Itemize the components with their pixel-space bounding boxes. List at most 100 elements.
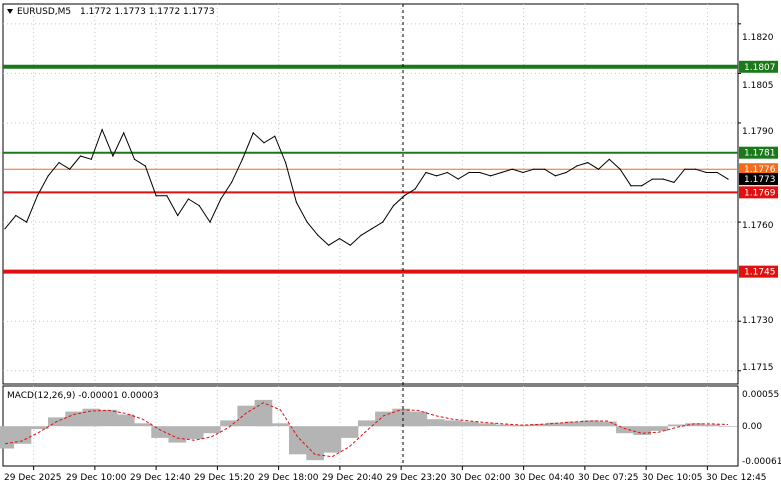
macd-histogram-bar: [237, 405, 256, 427]
macd-histogram-bar: [203, 426, 221, 434]
level-tag-mid-green: [739, 146, 778, 159]
price-point: [338, 238, 341, 240]
price-point: [425, 171, 427, 174]
price-point: [90, 158, 92, 160]
price-point: [705, 171, 708, 174]
price-point: [69, 168, 71, 170]
price-point: [479, 171, 481, 174]
macd-indicator: [0, 399, 738, 461]
macd-axis-label: 0.00055: [742, 390, 779, 400]
time-axis: 29 Dec 2025 29 Dec 10:00 29 Dec 12:40 29…: [4, 473, 767, 483]
macd-histogram-bar: [357, 420, 376, 427]
macd-histogram-bar: [65, 411, 83, 427]
macd-histogram-bar: [616, 426, 634, 434]
macd-histogram-bar: [461, 421, 479, 427]
macd-axis-label: 0.00: [742, 422, 762, 432]
macd-signal-line: [4, 402, 729, 458]
price-axis-label: 1.1715: [742, 363, 774, 373]
price-point: [349, 244, 351, 246]
time-axis-label: 30 Dec 10:05: [642, 473, 703, 483]
macd-histogram-bar: [685, 423, 703, 427]
time-axis-label: 29 Dec 10:00: [66, 473, 127, 483]
price-point: [112, 155, 114, 157]
dropdown-triangle-icon[interactable]: [7, 9, 13, 14]
macd-histogram-bar: [151, 426, 169, 438]
macd-histogram-bar: [99, 409, 118, 427]
macd-histogram-bar: [82, 408, 101, 427]
level-tag-current-price: [739, 173, 778, 186]
macd-histogram-bar: [168, 426, 187, 443]
macd-histogram-bar: [702, 424, 720, 427]
macd-histogram-bar: [719, 426, 738, 427]
macd-label: MACD(12,26,9) -0.00001 0.00003: [7, 391, 159, 401]
macd-histogram-bar: [340, 426, 359, 438]
price-axis-label: 1.1790: [742, 127, 774, 137]
price-point: [371, 228, 373, 230]
price-point: [231, 181, 233, 183]
time-axis-label: 30 Dec 02:00: [450, 473, 511, 483]
macd-histogram-bar: [289, 426, 307, 455]
macd-histogram-bar: [667, 424, 686, 427]
price-point: [58, 162, 60, 164]
macd-histogram-bar: [512, 425, 531, 427]
price-point: [317, 234, 319, 236]
price-point: [533, 168, 535, 170]
time-axis-label: 29 Dec 18:00: [258, 473, 319, 483]
price-point: [360, 234, 362, 236]
price-line-group: [4, 128, 729, 246]
macd-histogram-bar: [426, 419, 445, 427]
price-point: [187, 198, 189, 200]
price-point: [490, 175, 492, 177]
price-point: [684, 168, 686, 170]
price-point: [608, 158, 610, 160]
time-axis-label: 30 Dec 04:40: [514, 473, 575, 483]
price-point: [26, 221, 28, 223]
price-point: [436, 175, 438, 177]
time-axis-label: 29 Dec 2025: [4, 473, 62, 483]
macd-histogram-bar: [633, 426, 651, 435]
price-point: [285, 162, 287, 164]
macd-histogram-bar: [530, 423, 548, 427]
price-point: [522, 171, 524, 174]
level-tag-current-orange: [739, 163, 778, 176]
price-point: [619, 168, 621, 170]
price-point: [641, 185, 643, 187]
price-axis-label: 1.1805: [742, 81, 774, 91]
price-point: [220, 198, 222, 200]
price-point: [328, 244, 330, 246]
time-axis-label: 29 Dec 15:20: [194, 473, 255, 483]
price-point: [198, 205, 200, 207]
macd-histogram-bar: [444, 420, 462, 427]
price-point: [630, 185, 632, 187]
time-axis-label: 30 Dec 07:25: [578, 473, 639, 483]
price-point: [252, 132, 254, 134]
price-axis-label: 1.1820: [742, 33, 774, 43]
macd-histogram-bar: [547, 422, 565, 427]
macd-axis-label: -0.00061: [742, 457, 781, 467]
macd-histogram-bar: [392, 408, 410, 427]
macd-histogram-bar: [254, 399, 273, 427]
price-point: [241, 158, 243, 160]
price-point: [4, 228, 6, 230]
level-tag-text-mid-red: 1.1769: [744, 188, 776, 198]
macd-histogram-bar: [581, 420, 600, 427]
level-tag-mid-red: [739, 186, 778, 199]
price-point: [716, 171, 718, 174]
price-point: [209, 221, 211, 223]
macd-histogram-bar: [271, 423, 290, 427]
price-point: [554, 175, 556, 177]
price-point: [166, 195, 168, 197]
level-tag-text-current-orange: 1.1776: [744, 165, 776, 175]
price-point: [382, 221, 384, 223]
macd-histogram-bar: [220, 420, 238, 427]
level-lines[interactable]: [3, 64, 738, 274]
price-point: [511, 168, 513, 170]
macd-histogram-bar: [0, 426, 15, 449]
macd-histogram-bar: [30, 426, 49, 430]
price-point: [468, 171, 470, 174]
price-point: [155, 195, 157, 197]
price-axis: 1.1820 1.1805 1.1790 1.1760 1.1730 1.171…: [742, 33, 774, 373]
level-tag-text-mid-green: 1.1781: [744, 149, 776, 159]
